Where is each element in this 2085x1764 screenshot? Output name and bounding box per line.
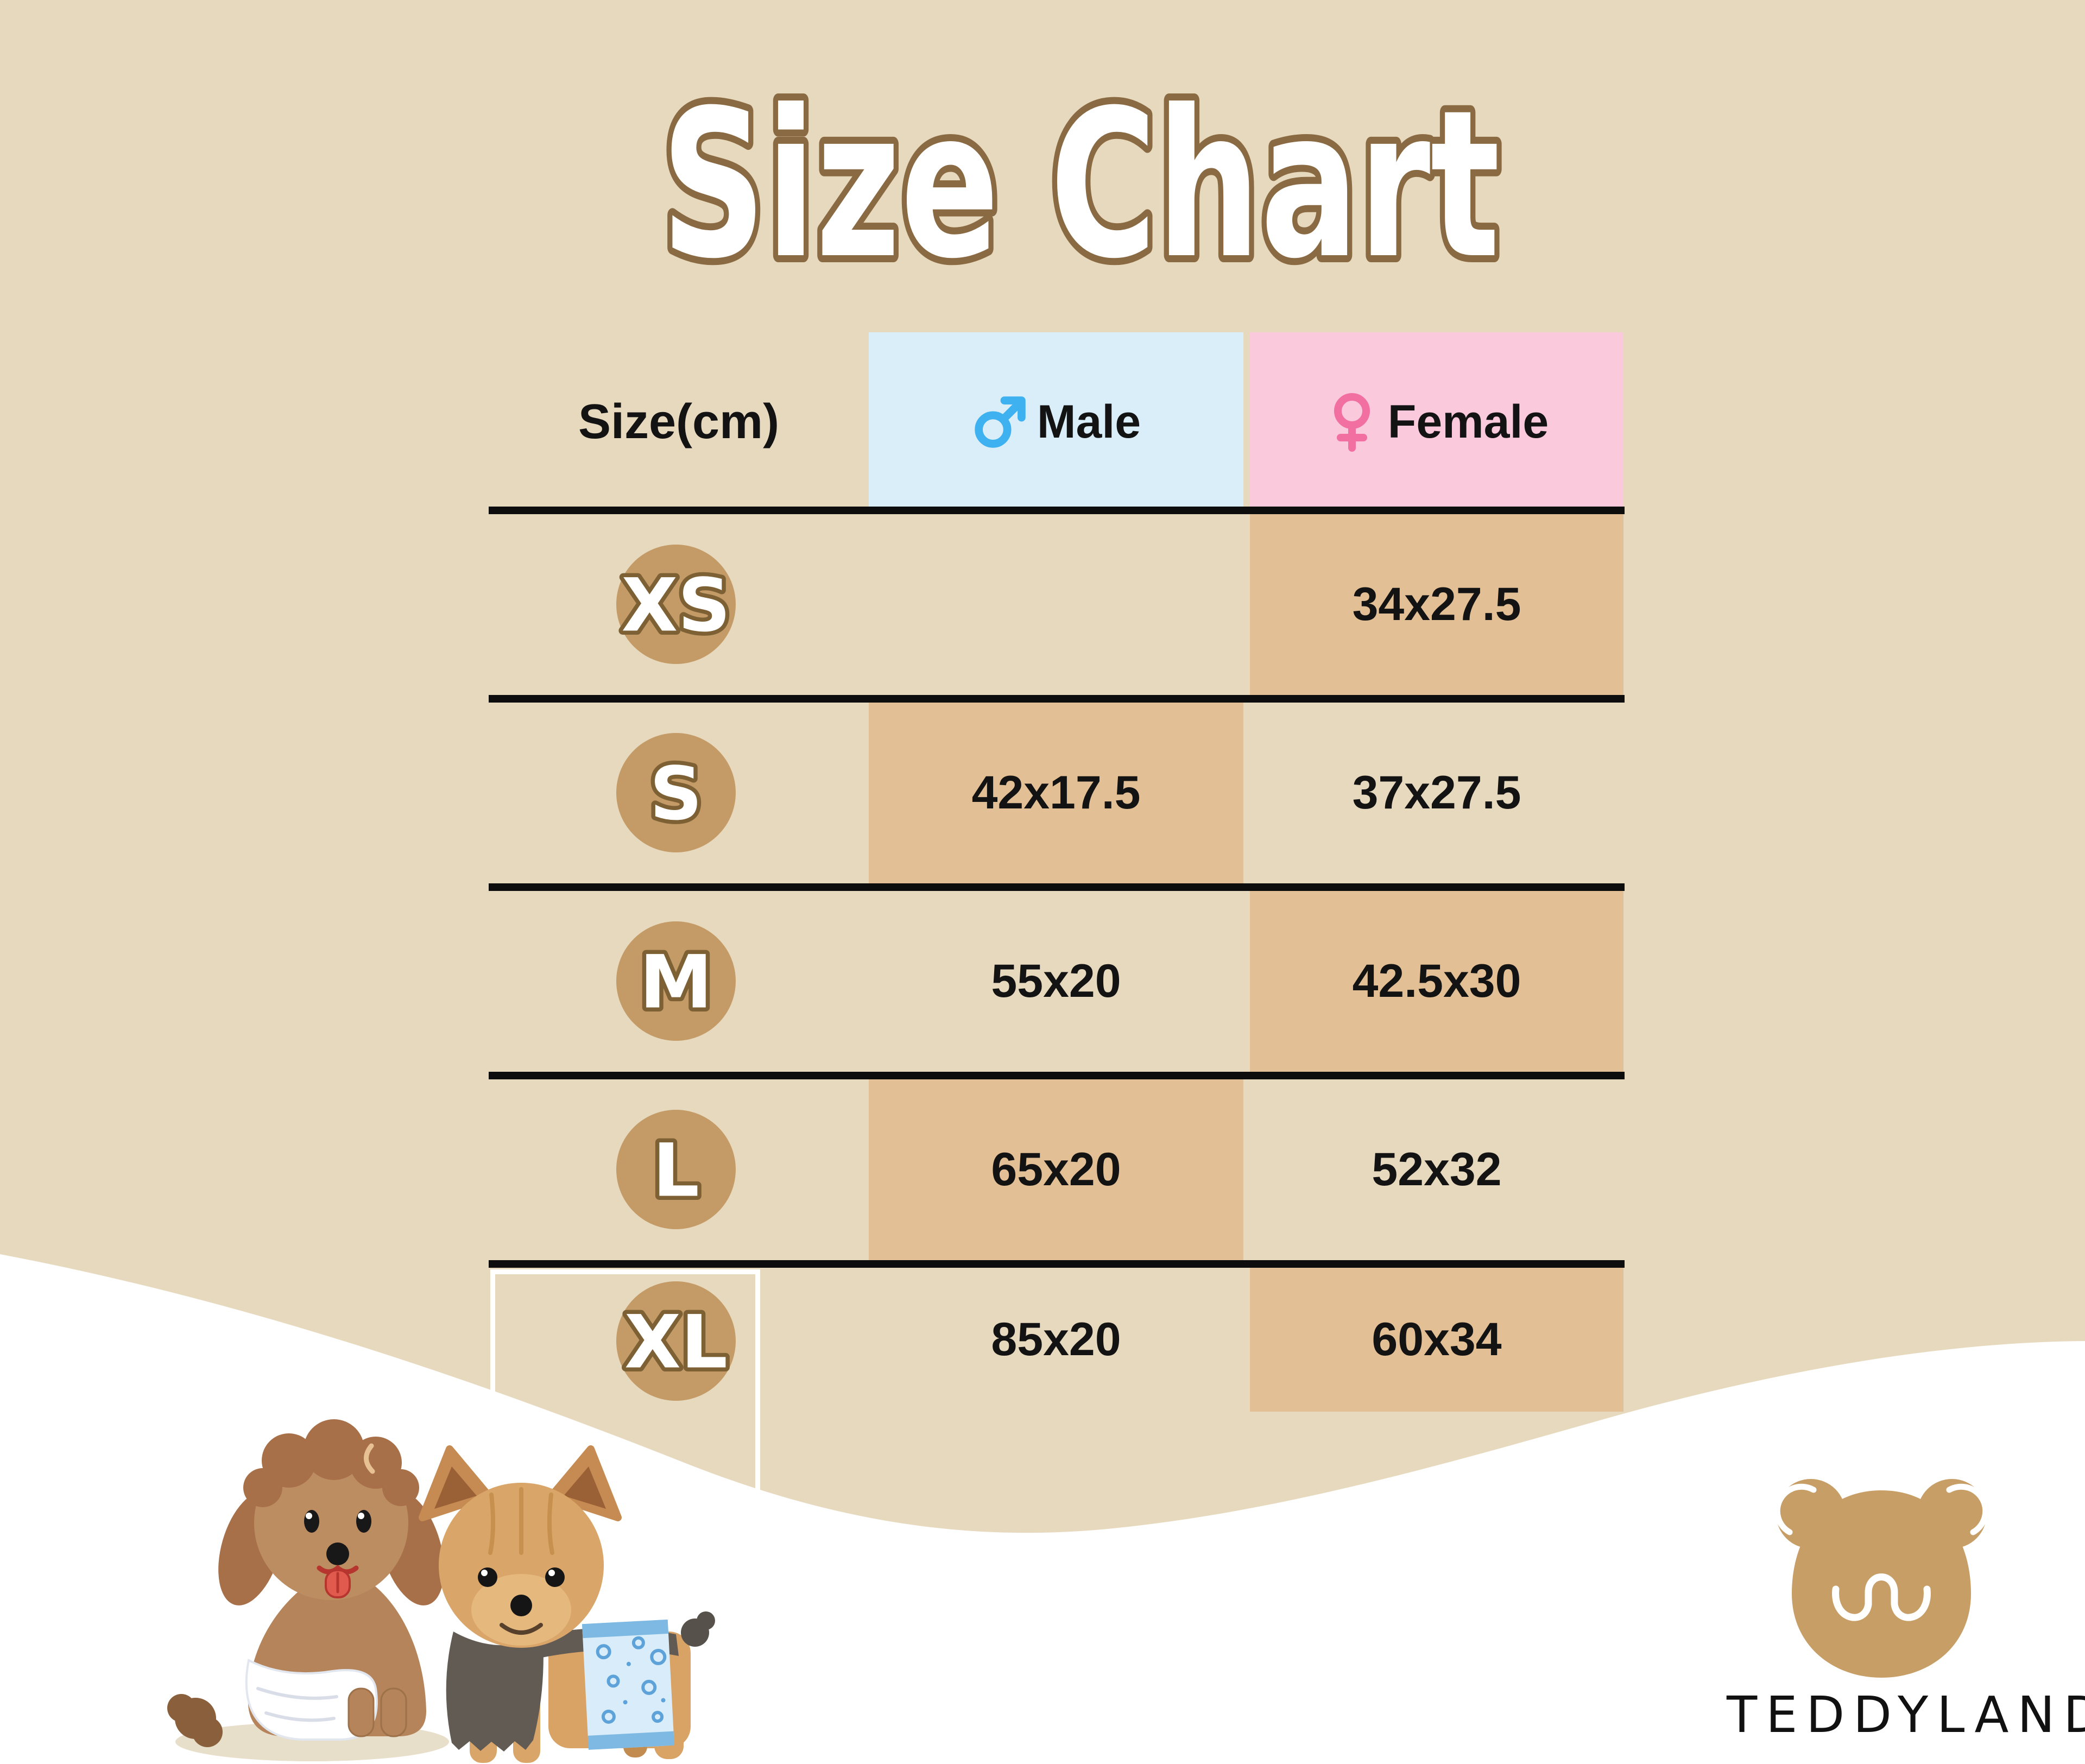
shaded-cell-xl-female [1250,1268,1623,1412]
yorkie-nose [510,1595,532,1616]
page-title: Size Chart [654,60,1507,311]
column-header-female: Female [1250,332,1623,511]
value-s-female: 37x27.5 [1352,767,1521,819]
poodle-face [304,1510,371,1598]
brand-name: TEDDYLAND [1727,1686,2085,1744]
shaded-cell-l-male [869,1079,1243,1260]
poodle-hair-curls [243,1419,419,1507]
value-xs-male [869,514,1243,695]
size-badge-l: L [616,1110,736,1229]
size-badge-l-label: L [653,1128,699,1213]
decorative-white-frame [490,1269,760,1504]
size-badge-s-label: S [649,751,702,837]
value-s-male: 42x17.5 [971,767,1141,819]
yorkie-diaper [582,1619,674,1750]
yorkie-mouth [500,1623,543,1635]
shaded-cell-m-female [1250,891,1623,1072]
divider-line-m [489,1072,1625,1079]
page-title-text: Size Chart [661,67,1500,304]
yorkie-chest-fur [446,1632,544,1752]
male-gender-icon [975,396,1026,448]
poodle-dog-illustration [167,1419,449,1761]
divider-line-l [489,1260,1625,1268]
bear-nose-mark [1832,1573,1931,1621]
shaded-cell-xs-female [1250,514,1623,695]
size-badge-xs: XS [616,545,736,664]
value-xl-female: 60x34 [1372,1313,1502,1365]
size-badge-m-label: M [640,940,712,1025]
shaded-cell-s-male [869,703,1243,883]
female-header-label: Female [1387,395,1549,448]
poodle-tail [167,1694,223,1747]
female-gender-icon [1334,393,1370,452]
yorkie-dog-illustration [364,1443,715,1763]
value-m-male: 55x20 [991,955,1121,1007]
poodle-nose [326,1542,349,1565]
size-badge-s: S [616,733,736,852]
divider-line-xs [489,695,1625,703]
yorkie-head [439,1483,604,1648]
value-xl-male: 85x20 [991,1313,1121,1365]
decorative-swirl [364,1443,375,1474]
poodle-diaper [245,1659,378,1741]
size-badge-xl: XL [616,1281,736,1401]
divider-line-s [489,883,1625,891]
poodle-front-legs [348,1687,407,1737]
column-header-male: Male [869,332,1243,511]
size-badge-xs-label: XS [621,563,730,648]
size-badge-xl-label: XL [624,1300,728,1385]
value-l-female: 52x32 [1372,1143,1502,1196]
male-header-label: Male [1037,395,1141,448]
value-m-female: 42.5x30 [1352,955,1521,1007]
size-badge-m: M [616,921,736,1041]
divider-line-header [489,507,1625,514]
bear-face-icon [1774,1479,1989,1678]
column-header-size: Size(cm) [578,394,780,449]
value-l-male: 65x20 [991,1143,1121,1196]
yorkie-tail [681,1611,715,1647]
value-xs-female: 34x27.5 [1352,578,1521,630]
